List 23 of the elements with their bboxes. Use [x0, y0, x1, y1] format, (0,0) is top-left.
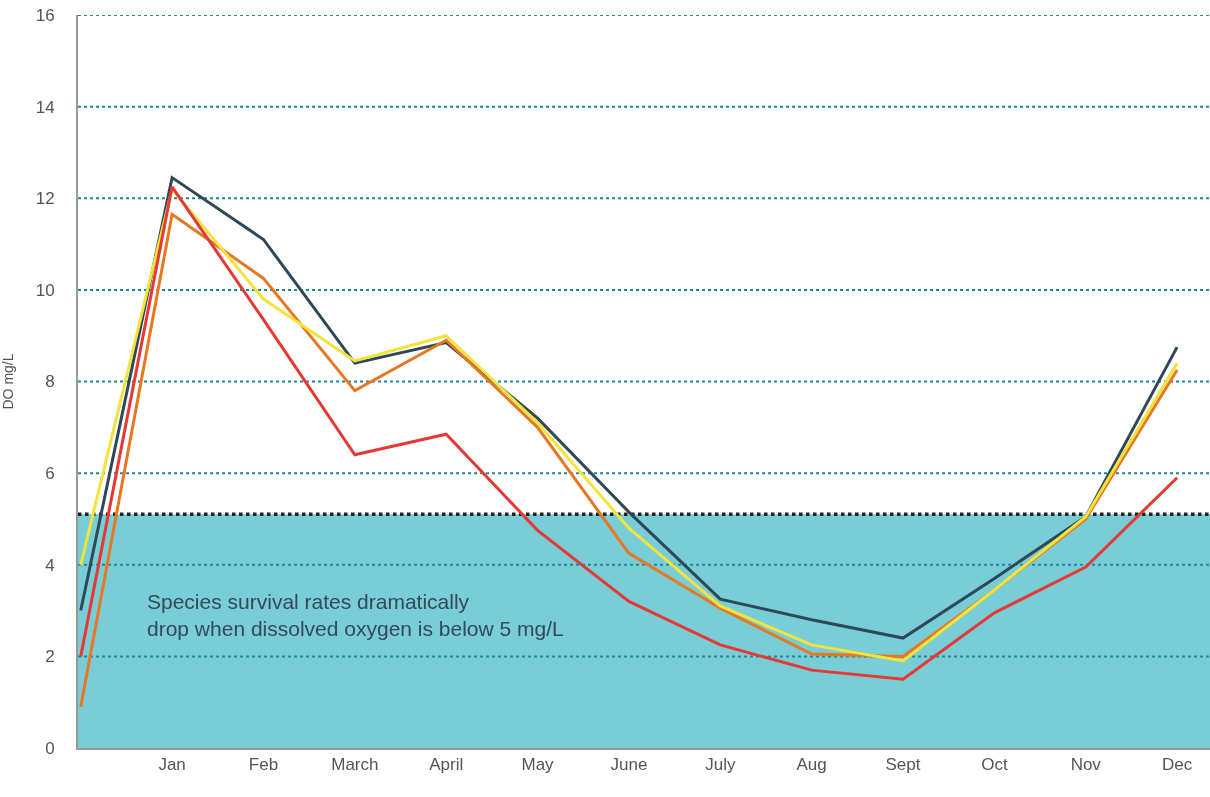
- y-tick-label: 6: [45, 464, 55, 484]
- y-tick-label: 2: [45, 647, 55, 667]
- x-tick-label: May: [521, 755, 555, 775]
- x-tick-label: Oct: [981, 755, 1008, 775]
- x-tick-label: April: [429, 755, 464, 775]
- y-tick-label: 0: [45, 738, 55, 758]
- x-tick-label: June: [610, 755, 648, 775]
- x-tick-label: Sept: [885, 755, 921, 775]
- annotation: Species survival rates dramatically drop when dissolved oxygen is below 5 mg/L: [147, 590, 564, 641]
- x-tick-label: July: [705, 755, 736, 775]
- x-tick-label: Nov: [1070, 755, 1102, 775]
- y-axis-title: DO mg/L: [0, 353, 16, 410]
- y-tick-label: 14: [35, 97, 55, 117]
- y-tick-label: 16: [35, 5, 55, 25]
- x-tick-label: Aug: [796, 755, 827, 775]
- x-tick-label: Jan: [158, 755, 186, 775]
- y-tick-label: 12: [35, 189, 55, 209]
- y-tick-label: 10: [35, 280, 55, 300]
- y-tick-label: 8: [45, 372, 55, 392]
- y-tick-label: 4: [45, 555, 55, 575]
- x-tick-label: March: [331, 755, 379, 775]
- x-tick-label: Dec: [1161, 755, 1193, 775]
- x-tick-label: Feb: [248, 755, 279, 775]
